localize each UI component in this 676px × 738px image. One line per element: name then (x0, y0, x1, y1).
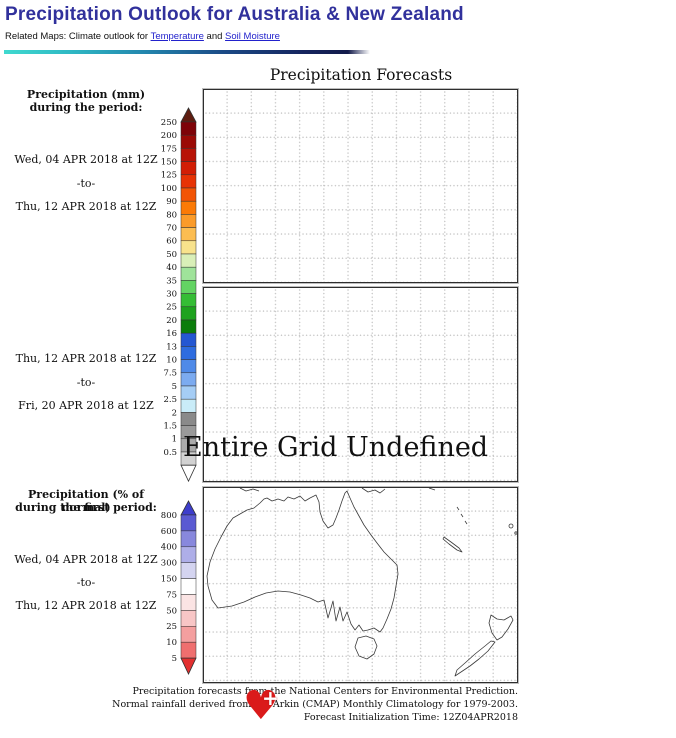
section1-heading-line2: during the period: (29, 101, 143, 114)
australia-nz-map (206, 488, 517, 677)
svg-text:25: 25 (166, 303, 177, 313)
svg-text:7.5: 7.5 (163, 369, 177, 379)
plus-icon: + (262, 686, 279, 710)
svg-text:400: 400 (161, 543, 177, 553)
section3-date-start: Wed, 04 APR 2018 at 12Z (14, 553, 158, 566)
section3-heading-line2: during the first period: (15, 501, 157, 514)
section2-date-end: Fri, 20 APR 2018 at 12Z (18, 399, 154, 412)
svg-text:50: 50 (166, 606, 177, 616)
svg-text:2: 2 (172, 408, 177, 418)
svg-text:250: 250 (161, 118, 177, 128)
svg-text:10: 10 (166, 638, 177, 648)
svg-text:25: 25 (166, 622, 177, 632)
svg-text:75: 75 (166, 590, 177, 600)
entire-grid-undefined-message: Entire Grid Undefined (183, 432, 489, 463)
heart-icon: ♥ (243, 683, 279, 729)
related-maps-and: and (206, 31, 223, 42)
svg-text:35: 35 (166, 276, 177, 286)
section2-to: -to- (76, 376, 96, 389)
svg-text:50: 50 (166, 250, 177, 260)
gradient-divider (4, 50, 370, 54)
svg-text:20: 20 (166, 316, 177, 326)
section1-heading-line1: Precipitation (mm) (26, 88, 146, 101)
section3-date-end: Thu, 12 APR 2018 at 12Z (15, 599, 157, 612)
related-maps-prefix: Related Maps: Climate outlook for (5, 31, 149, 42)
svg-text:125: 125 (161, 171, 177, 181)
svg-text:13: 13 (166, 342, 177, 352)
svg-text:150: 150 (161, 574, 177, 584)
section3-to: -to- (76, 576, 96, 589)
page-title: Precipitation Outlook for Australia & Ne… (5, 4, 464, 25)
soil-moisture-link[interactable]: Soil Moisture (225, 31, 280, 42)
svg-text:175: 175 (161, 144, 177, 154)
svg-text:300: 300 (161, 559, 177, 569)
temperature-link[interactable]: Temperature (150, 31, 204, 42)
svg-text:16: 16 (166, 329, 177, 339)
svg-text:5: 5 (172, 382, 177, 392)
svg-text:1.5: 1.5 (163, 421, 177, 431)
svg-text:10: 10 (166, 355, 177, 365)
section3-heading-line1: Precipitation (% of normal) (28, 488, 144, 514)
related-maps-line: Related Maps: Climate outlook for Temper… (5, 31, 280, 42)
figure-title: Precipitation Forecasts (269, 66, 453, 84)
footer-credit-line-1: Precipitation forecasts from the Nationa… (132, 686, 519, 697)
svg-text:200: 200 (161, 131, 177, 141)
precipitation-mm-colorbar: 2502001751501251009080706050403530252016… (161, 107, 197, 483)
svg-text:0.5: 0.5 (163, 448, 177, 458)
section2-date-start: Thu, 12 APR 2018 at 12Z (15, 352, 157, 365)
svg-text:600: 600 (161, 527, 177, 537)
percent-normal-colorbar: 800 600 400 300 150 75 50 25 10 5 (161, 500, 197, 676)
svg-text:80: 80 (166, 210, 177, 220)
footer-credit-line-2: Normal rainfall derived from Xie-Arkin (… (112, 699, 518, 710)
section1-date-end: Thu, 12 APR 2018 at 12Z (15, 200, 157, 213)
svg-text:800: 800 (161, 511, 177, 521)
svg-text:40: 40 (166, 263, 177, 273)
svg-text:90: 90 (166, 197, 177, 207)
svg-text:60: 60 (166, 237, 177, 247)
svg-text:2.5: 2.5 (163, 395, 177, 405)
svg-text:70: 70 (166, 223, 177, 233)
heart-plus-icon: ♥ + (243, 686, 287, 730)
svg-text:1: 1 (172, 435, 177, 445)
footer-init-time-line: Forecast Initialization Time: 12Z04APR20… (303, 712, 518, 723)
section1-date-start: Wed, 04 APR 2018 at 12Z (14, 153, 158, 166)
forecast-panel-percent-normal (202, 486, 519, 684)
forecast-panel-period-1 (202, 88, 519, 284)
section1-to: -to- (76, 177, 96, 190)
forecast-panel-period-2 (202, 286, 519, 483)
svg-text:150: 150 (161, 157, 177, 167)
svg-text:30: 30 (166, 289, 177, 299)
svg-text:100: 100 (161, 184, 177, 194)
svg-text:5: 5 (172, 654, 177, 664)
